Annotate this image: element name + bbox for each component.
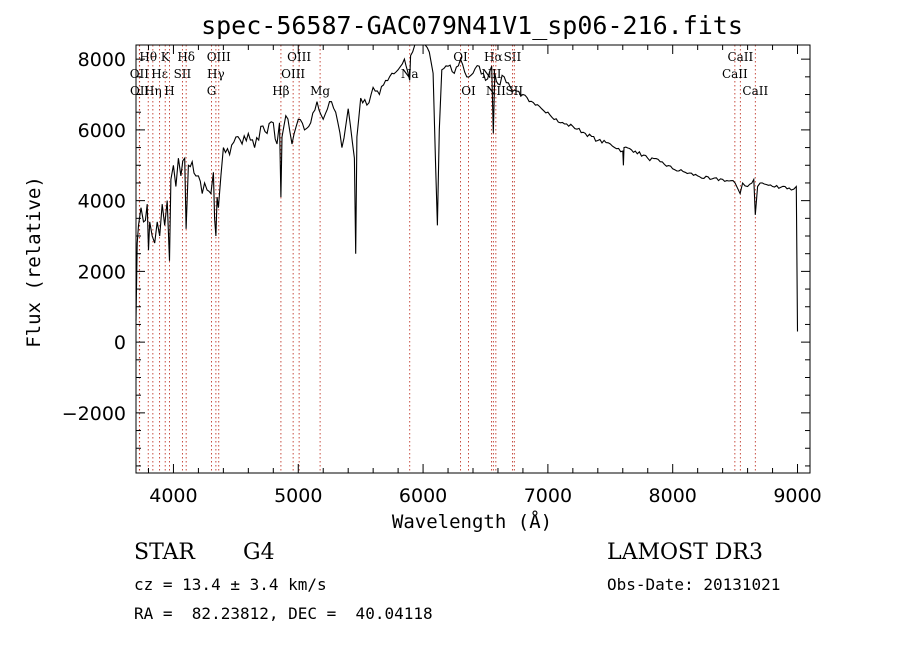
x-tick-label-0: 4000 [149, 485, 197, 507]
survey-name: LAMOST DR3 [607, 540, 763, 565]
y-tick-label-3: 4000 [78, 191, 126, 213]
y-tick-label-0: −2000 [62, 403, 126, 425]
redshift-value: cz = 13.4 ± 3.4 km/s [134, 575, 327, 594]
x-axis-label: Wavelength (Å) [392, 510, 552, 533]
line-marker-label-15: Mg [310, 84, 330, 98]
line-marker-label-18: OI [461, 84, 476, 98]
y-tick-label-4: 6000 [78, 120, 126, 142]
line-marker-label-5: K [161, 50, 171, 64]
line-marker-label-0: Hθ [139, 50, 157, 64]
line-marker-label-11: G [207, 84, 217, 98]
chart-title: spec-56587-GAC079N41V1_sp06-216.fits [201, 11, 743, 40]
y-axis-label: Flux (relative) [23, 176, 45, 348]
line-marker-label-24: CaII [727, 50, 753, 64]
line-marker-label-7: SII [174, 67, 192, 81]
y-tick-label-2: 2000 [78, 261, 126, 283]
star-class: STAR [134, 540, 195, 565]
plot-frame [135, 44, 811, 474]
line-marker-label-14: OIII [281, 67, 305, 81]
line-marker-label-10: Hγ [207, 67, 225, 81]
line-marker-label-9: OIII [207, 50, 231, 64]
line-marker-label-25: CaII [722, 67, 748, 81]
spectrum-line [135, 44, 799, 332]
line-marker-label-22: SII [504, 50, 522, 64]
star-subclass: G4 [243, 540, 275, 565]
line-marker-label-12: Hβ [272, 84, 289, 98]
coordinates: RA = 82.23812, DEC = 40.04118 [134, 604, 433, 623]
y-tick-label-1: 0 [114, 332, 126, 354]
x-tick-label-3: 7000 [524, 485, 572, 507]
line-marker-label-21: NII [486, 84, 506, 98]
line-marker-label-19: Hα [484, 50, 503, 64]
x-tick-label-5: 9000 [773, 485, 821, 507]
line-marker-label-17: OI [453, 50, 468, 64]
line-marker-label-4: Hε [151, 67, 168, 81]
line-marker-label-2: OII [130, 84, 150, 98]
x-tick-label-4: 8000 [649, 485, 697, 507]
line-marker-label-6: H [164, 84, 174, 98]
line-marker-label-26: CaII [742, 84, 768, 98]
obs-date: Obs-Date: 20131021 [607, 575, 781, 594]
line-marker-label-8: Hδ [177, 50, 195, 64]
x-tick-label-2: 6000 [399, 485, 447, 507]
line-marker-label-3: Hη [144, 84, 162, 98]
line-marker-label-13: OIII [287, 50, 311, 64]
x-tick-label-1: 5000 [274, 485, 322, 507]
y-tick-label-5: 8000 [78, 49, 126, 71]
axis-ticks: 4000 5000 6000 7000 8000 9000 −2000 0 2000 4000 60… [62, 45, 822, 507]
